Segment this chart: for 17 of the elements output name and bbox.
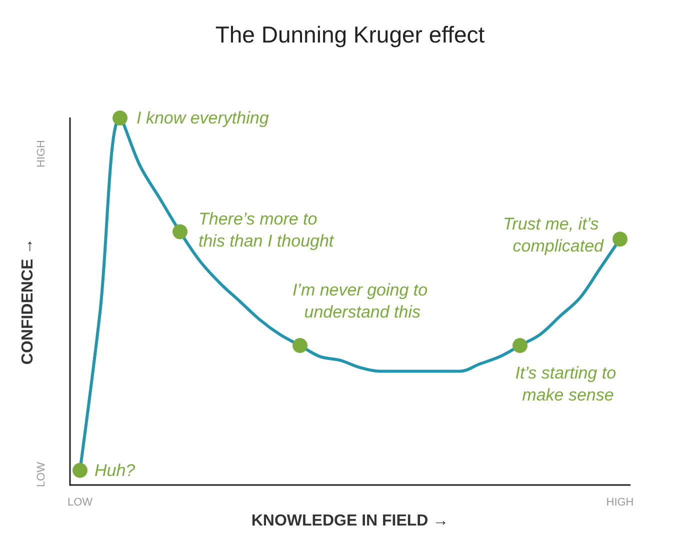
annotation: Trust me, it’s complicated	[503, 214, 604, 256]
y-axis-title: CONFIDENCE →	[20, 238, 36, 365]
text: HIGH	[36, 140, 48, 168]
x-axis-title: KNOWLEDGE IN FIELD →	[251, 512, 449, 530]
annotation: Huh?	[94, 460, 136, 480]
point	[112, 110, 128, 126]
point	[512, 338, 528, 354]
annotation: I’m never going to understand this	[292, 280, 428, 322]
annotation: There’s more to this than I thought	[198, 209, 335, 250]
annotation: I know everything	[136, 108, 270, 128]
point	[172, 224, 188, 240]
point	[292, 338, 308, 354]
chart-title: The Dunning Kruger effect	[215, 22, 486, 48]
point	[612, 232, 628, 247]
point	[72, 462, 88, 478]
annotation: It’s starting to make sense	[515, 364, 621, 405]
text: LOW	[36, 461, 48, 488]
